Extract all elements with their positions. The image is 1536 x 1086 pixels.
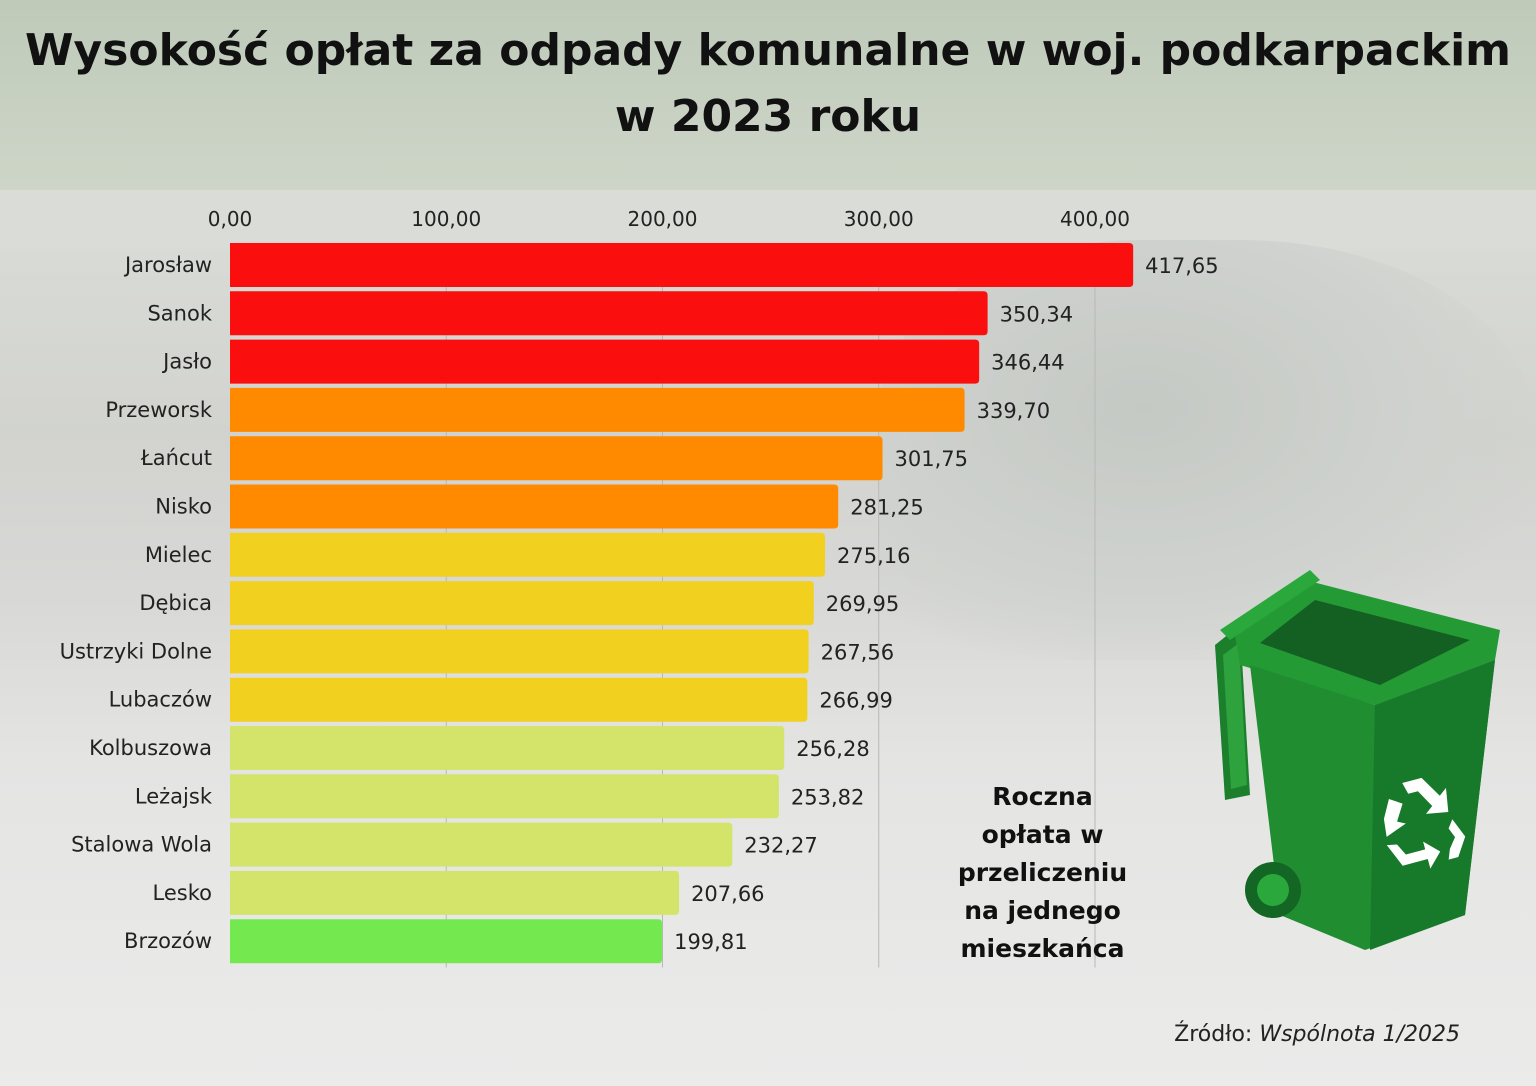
bar: [230, 726, 785, 770]
annotation-line: na jednego: [964, 896, 1121, 925]
annotation-line: opłata w: [981, 820, 1104, 849]
title-line-1: Wysokość opłat za odpady komunalne w woj…: [24, 25, 1511, 76]
x-tick-label: 100,00: [411, 207, 481, 231]
title-line-2: w 2023 roku: [614, 91, 922, 142]
category-label: Mielec: [145, 543, 212, 567]
value-label: 269,95: [826, 592, 899, 616]
value-label: 417,65: [1145, 254, 1218, 278]
value-label: 350,34: [1000, 302, 1073, 326]
value-label: 199,81: [674, 930, 747, 954]
x-tick-label: 300,00: [844, 207, 914, 231]
value-label: 266,99: [819, 689, 892, 713]
category-label: Nisko: [155, 495, 212, 519]
value-label: 253,82: [791, 785, 864, 809]
background-waste-pile: [880, 240, 1536, 660]
chart-annotation: Roczna opłata w przeliczeniu na jednego …: [940, 778, 1145, 968]
recycling-bin-icon: [1215, 570, 1500, 950]
category-label: Przeworsk: [105, 398, 212, 422]
value-label: 346,44: [991, 351, 1064, 375]
category-label: Ustrzyki Dolne: [60, 639, 212, 663]
bar: [230, 339, 980, 384]
bar: [230, 291, 988, 336]
value-label: 339,70: [977, 399, 1050, 423]
category-label: Jarosław: [123, 253, 212, 277]
bar: [230, 581, 814, 626]
value-label: 275,16: [837, 544, 910, 568]
bar: [230, 532, 826, 577]
source-label: Źródło:: [1174, 1022, 1253, 1047]
value-label: 207,66: [691, 882, 764, 906]
bar: [230, 822, 733, 867]
category-label: Łańcut: [140, 446, 212, 470]
value-label: 267,56: [821, 640, 894, 664]
source-publication: Wspólnota 1/2025: [1259, 1022, 1460, 1047]
category-label: Leżajsk: [135, 784, 213, 808]
category-label: Brzozów: [124, 929, 212, 953]
value-label: 281,25: [850, 496, 923, 520]
bar: [230, 629, 809, 674]
value-label: 301,75: [895, 447, 968, 471]
category-label: Kolbuszowa: [89, 736, 212, 760]
bar: [230, 387, 965, 432]
category-label: Stalowa Wola: [71, 833, 212, 857]
category-label: Sanok: [147, 301, 212, 325]
category-label: Lubaczów: [109, 688, 212, 712]
bar: [230, 436, 883, 481]
bar: [230, 919, 663, 964]
bar: [230, 774, 779, 819]
annotation-line: Roczna: [992, 782, 1093, 811]
category-label: Lesko: [153, 881, 212, 905]
category-label: Jasło: [161, 350, 212, 374]
value-label: 232,27: [744, 834, 817, 858]
x-tick-label: 200,00: [628, 207, 698, 231]
bar: [230, 677, 808, 722]
bar: [230, 484, 839, 529]
x-tick-label: 400,00: [1060, 207, 1130, 231]
value-label: 256,28: [796, 737, 869, 761]
source-note: Źródło: Wspólnota 1/2025: [1174, 1022, 1460, 1047]
bar: [230, 243, 1134, 287]
bar: [230, 870, 680, 915]
annotation-line: przeliczeniu: [957, 858, 1128, 887]
x-tick-label: 0,00: [208, 207, 253, 231]
chart-title: Wysokość opłat za odpady komunalne w woj…: [0, 18, 1536, 150]
category-label: Dębica: [139, 591, 212, 615]
annotation-line: mieszkańca: [960, 934, 1125, 963]
